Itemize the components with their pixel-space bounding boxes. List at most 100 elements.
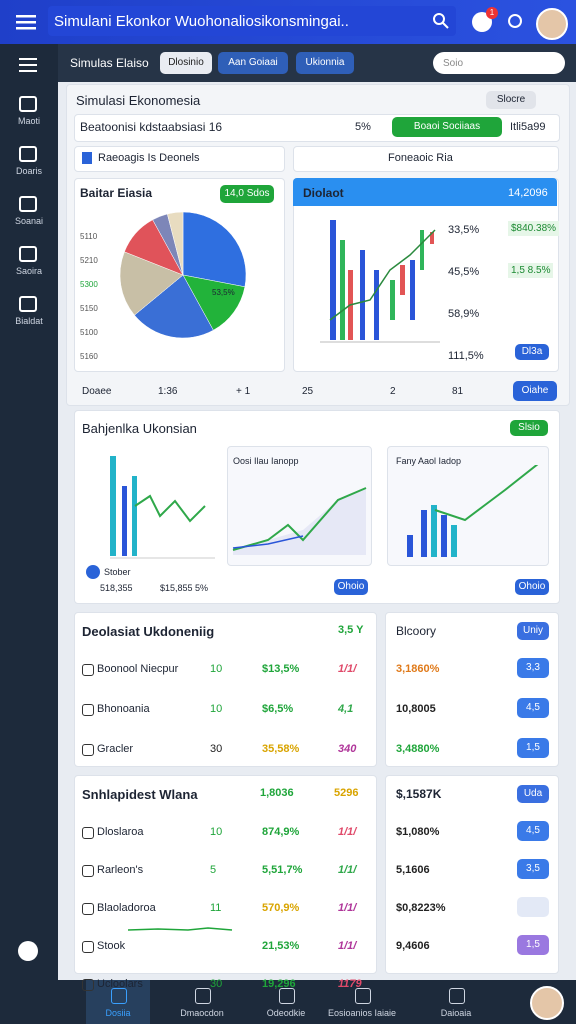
side-row-button[interactable]: 3,5: [517, 859, 549, 879]
table-stat: 3,5 Y: [338, 624, 364, 636]
analytics-badge: Slsio: [510, 420, 548, 436]
menu-icon[interactable]: [16, 12, 38, 32]
status-item: Doaee: [82, 386, 112, 397]
row-icon: [82, 744, 94, 756]
action-value: Itli5a99: [510, 121, 546, 133]
side-value: 3,4880%: [396, 743, 440, 755]
nav-icon[interactable]: [279, 988, 295, 1004]
filter-box[interactable]: [74, 146, 285, 172]
avatar[interactable]: [536, 8, 568, 40]
help-button[interactable]: [18, 941, 38, 961]
nav-avatar[interactable]: [530, 986, 564, 1020]
mini-chart-1: [110, 456, 215, 559]
candle-button[interactable]: Dl3a: [515, 344, 549, 360]
side-button[interactable]: Uniy: [517, 622, 549, 640]
row-pct: 19,296: [262, 978, 296, 990]
status-item: 25: [302, 386, 314, 397]
row-pct: 5,51,7%: [262, 864, 303, 876]
chat-icon[interactable]: [506, 13, 524, 31]
overview-pill[interactable]: Slocre: [486, 91, 536, 109]
app-title: Simulani Ekonkor Wuohonaliosikonsmingai.…: [54, 13, 349, 30]
axis-label: 5110: [80, 232, 98, 241]
side-button[interactable]: Uda: [517, 785, 549, 803]
row-qty: 10: [210, 663, 223, 675]
side-row-button[interactable]: 1,5: [517, 738, 549, 758]
sidebar-icon[interactable]: [19, 296, 37, 312]
title-box: [48, 6, 456, 36]
slice-label: 53,5%: [212, 288, 235, 297]
candle-header: [293, 178, 557, 206]
pie-title: Baitar Eiasia: [80, 186, 153, 200]
nav-icon[interactable]: [111, 988, 127, 1004]
legend-label: Stober: [104, 567, 131, 577]
row-qty: 10: [210, 703, 223, 715]
row-pct: 570,9%: [262, 902, 300, 914]
sidebar-label: Soanai: [14, 216, 44, 226]
row-trend: 340: [338, 743, 357, 755]
sidebar: [0, 44, 58, 980]
candle-value: 14,2096: [508, 187, 548, 199]
sidebar-icon[interactable]: [19, 246, 37, 262]
row-name: Dloslaroa: [97, 826, 144, 838]
side-row-button[interactable]: 1,5: [517, 935, 549, 955]
pie-slice: [167, 211, 184, 276]
search-field-label: Foneaoic Ria: [388, 152, 453, 164]
side-row-button[interactable]: 3,3: [517, 658, 549, 678]
analytics-button-2[interactable]: Ohoio: [515, 579, 549, 595]
axis-label: 5100: [80, 328, 98, 337]
axis-label: 5160: [80, 352, 98, 361]
nav-label: Eosioanios Iaiaie: [327, 1008, 397, 1018]
search-field[interactable]: [293, 146, 559, 172]
filter-swatch: [82, 152, 92, 164]
row-name: Bhonoania: [97, 703, 150, 715]
mini-chart-3-title: Fany Aaol Iadop: [396, 456, 462, 466]
nav-icon[interactable]: [449, 988, 465, 1004]
side-row-button[interactable]: 4,5: [517, 821, 549, 841]
row-name: Gracler: [97, 743, 134, 755]
row-trend: 1/1/: [338, 940, 357, 952]
row-pct: $6,5%: [262, 703, 294, 715]
candle-row-label: 111,5%: [448, 350, 484, 362]
search-box[interactable]: [433, 52, 565, 74]
side-row-button[interactable]: [517, 897, 549, 917]
toolbar-button[interactable]: Aan Goiaai: [218, 52, 288, 74]
side-row-button[interactable]: 4,5: [517, 698, 549, 718]
row-pct: 35,58%: [262, 743, 300, 755]
toolbar-title: Simulas Elaiso: [70, 56, 149, 70]
axis-label: 5210: [80, 256, 98, 265]
search-icon[interactable]: [432, 12, 450, 30]
sidebar-icon[interactable]: [19, 196, 37, 212]
row-trend: 1179: [338, 978, 362, 990]
row-icon: [82, 865, 94, 877]
toolbar-button[interactable]: Ukionnia: [296, 52, 354, 74]
analytics-button-1[interactable]: Ohoio: [334, 579, 368, 595]
toolbar-button[interactable]: Dlosinio: [160, 52, 212, 74]
sidebar-label: Saoira: [15, 266, 42, 276]
table-stat: 1,8036: [260, 787, 294, 799]
candle-chart: [320, 220, 440, 343]
row-icon: [82, 704, 94, 716]
sidebar-menu[interactable]: [19, 58, 39, 74]
status-button[interactable]: Oiahe: [513, 381, 557, 401]
pie-badge: 14,0 Sdos: [220, 185, 274, 203]
table-card: [74, 775, 377, 974]
row-pct: 874,9%: [262, 826, 300, 838]
mini-chart-3-box: [387, 446, 549, 566]
candle-row-label: 58,9%: [448, 308, 480, 320]
action-button[interactable]: Boaoi Sociiaas: [392, 117, 502, 137]
sidebar-label: Doaris: [15, 166, 42, 176]
row-trend: 1/1/: [338, 826, 357, 838]
row-name: Stook: [97, 940, 126, 952]
pie-slice: [119, 251, 184, 316]
side-value: 9,4606: [396, 940, 430, 952]
nav-icon[interactable]: [195, 988, 211, 1004]
nav-label: Dosiia: [105, 1008, 131, 1018]
side-value: $0,8223%: [396, 902, 446, 914]
sidebar-icon[interactable]: [19, 146, 37, 162]
candle-row-label: 33,5%: [448, 224, 480, 236]
row-icon: [82, 903, 94, 915]
table-title: Deolasiat Ukdoneniig: [82, 624, 215, 639]
sidebar-icon[interactable]: [19, 96, 37, 112]
nav-icon[interactable]: [355, 988, 371, 1004]
